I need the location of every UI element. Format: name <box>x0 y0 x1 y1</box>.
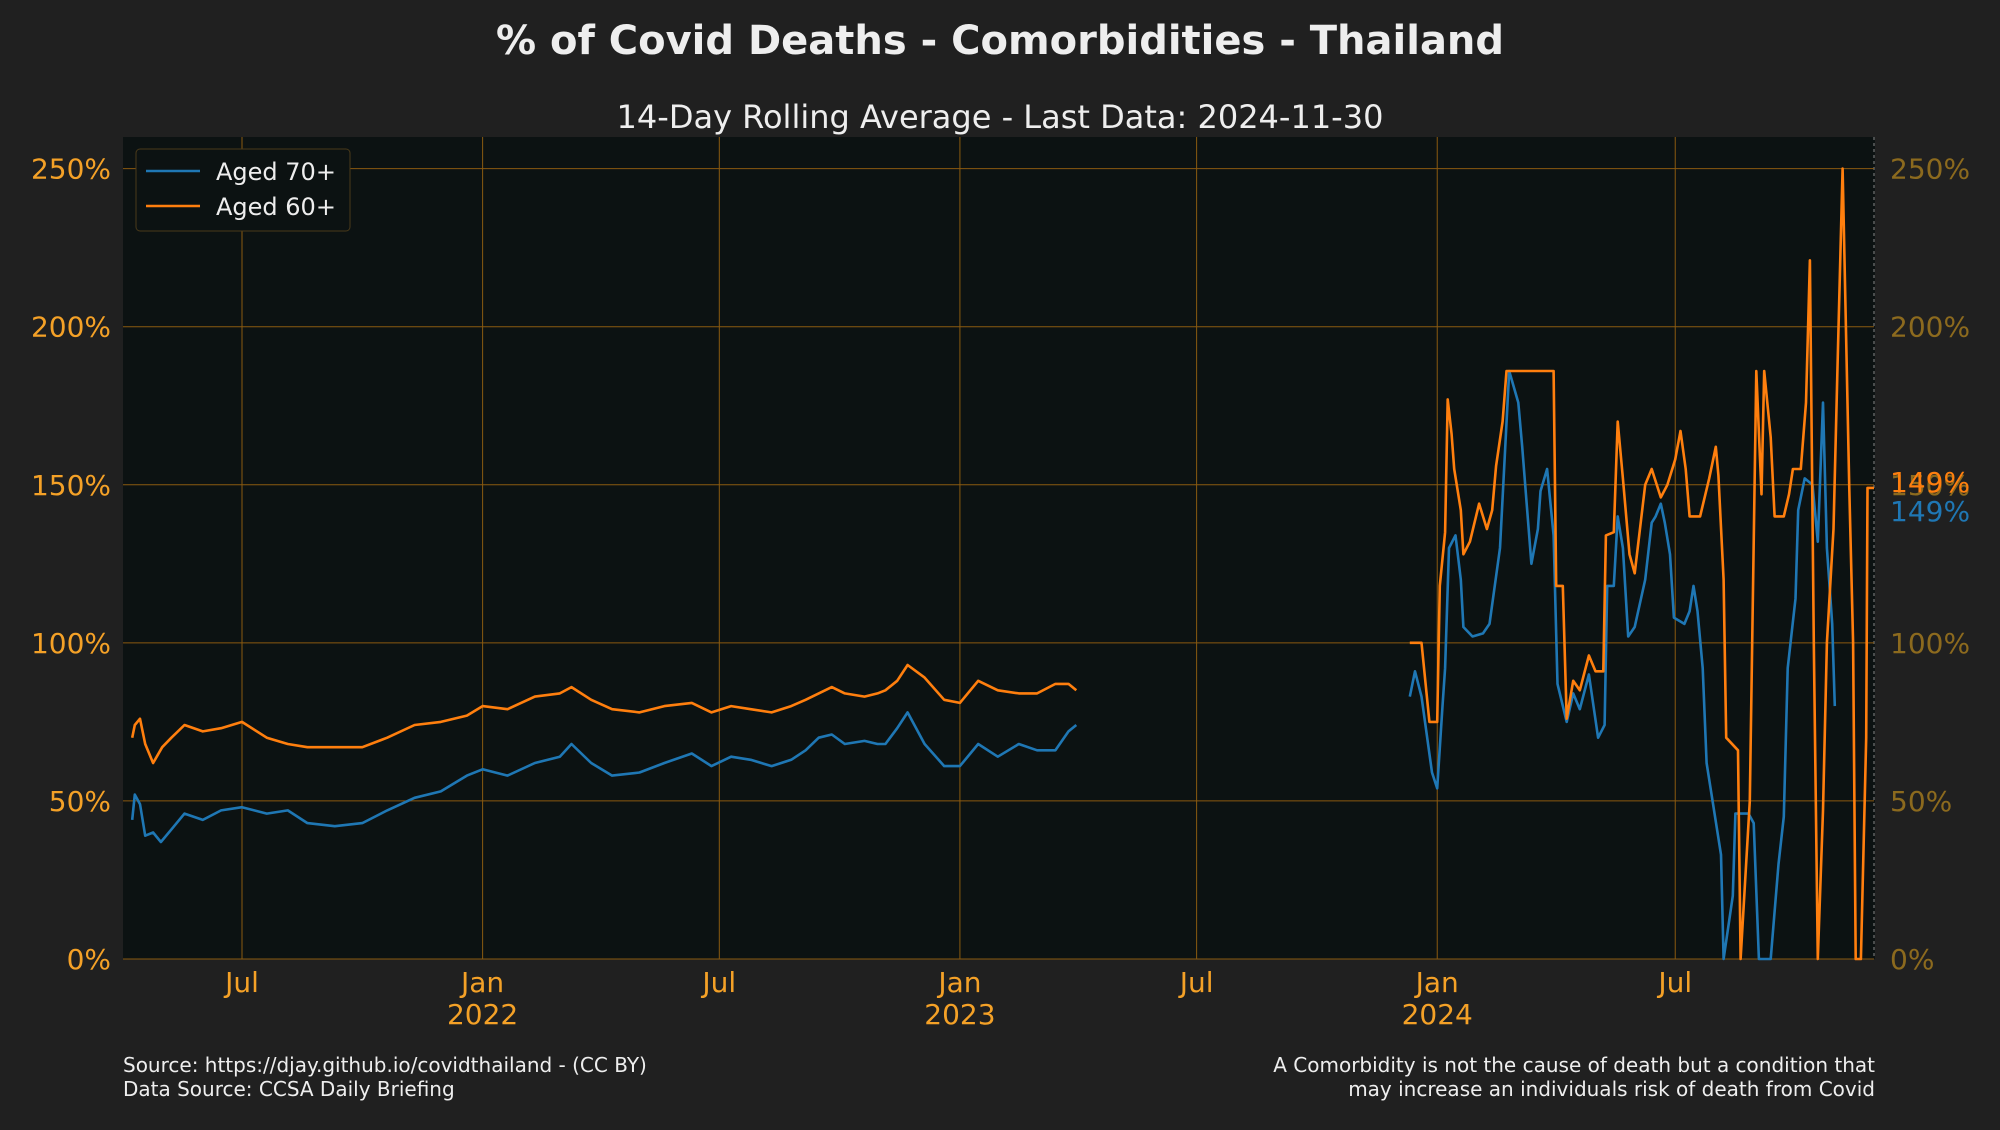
x-tick-label: Jul <box>223 966 259 999</box>
series-line-aged-60 <box>130 167 1874 961</box>
y-axis-right: 0% 50% 100% 150% 200% 250% <box>1890 153 1970 976</box>
chart-subtitle: 14-Day Rolling Average - Last Data: 2024… <box>617 98 1384 136</box>
footer-note-line-2: may increase an individuals risk of deat… <box>1348 1077 1875 1101</box>
x-tick-label: Jan <box>936 966 981 999</box>
y-tick-label-right: 0% <box>1890 943 1934 976</box>
y-tick-label-right: 100% <box>1890 627 1970 660</box>
x-tick-label: Jan <box>459 966 504 999</box>
end-labels: 149% 149% <box>1890 466 1970 528</box>
y-tick-label-right: 150% <box>1890 469 1970 502</box>
grid-lines <box>123 137 1874 960</box>
end-label-aged-70: 149% <box>1890 495 1970 528</box>
footer-source-line-2: Data Source: CCSA Daily Briefing <box>123 1077 455 1101</box>
y-axis-left: 0% 50% 100% 150% 200% 250% <box>31 153 111 976</box>
x-tick-label: Jul <box>1178 966 1214 999</box>
end-label-aged-60: 149% <box>1890 466 1970 499</box>
footer: Source: https://djay.github.io/covidthai… <box>123 1053 1875 1101</box>
x-tick-year-label: 2022 <box>447 998 518 1031</box>
legend-label-aged-60: Aged 60+ <box>216 193 336 221</box>
y-tick-label-right: 250% <box>1890 153 1970 186</box>
y-tick-label-left: 50% <box>49 785 111 818</box>
y-tick-label-right: 50% <box>1890 785 1952 818</box>
plot-area <box>123 137 1875 959</box>
series-lines <box>130 167 1874 961</box>
x-tick-label: Jan <box>1414 966 1459 999</box>
x-tick-year-label: 2024 <box>1402 998 1473 1031</box>
y-tick-label-left: 250% <box>31 153 111 186</box>
y-tick-label-left: 0% <box>67 943 111 976</box>
x-tick-label: Jul <box>1656 966 1692 999</box>
y-tick-label-left: 200% <box>31 311 111 344</box>
chart-title: % of Covid Deaths - Comorbidities - Thai… <box>496 18 1504 64</box>
x-tick-label: Jul <box>700 966 736 999</box>
x-tick-year-label: 2023 <box>924 998 995 1031</box>
footer-source-line-1: Source: https://djay.github.io/covidthai… <box>123 1053 647 1077</box>
y-tick-label-left: 150% <box>31 469 111 502</box>
y-tick-label-right: 200% <box>1890 311 1970 344</box>
y-tick-label-left: 100% <box>31 627 111 660</box>
legend-box <box>135 148 351 232</box>
legend-label-aged-70: Aged 70+ <box>216 158 336 186</box>
legend: Aged 70+ Aged 60+ <box>135 148 351 232</box>
footer-note-line-1: A Comorbidity is not the cause of death … <box>1273 1053 1875 1077</box>
series-line-aged-70 <box>130 369 1837 961</box>
